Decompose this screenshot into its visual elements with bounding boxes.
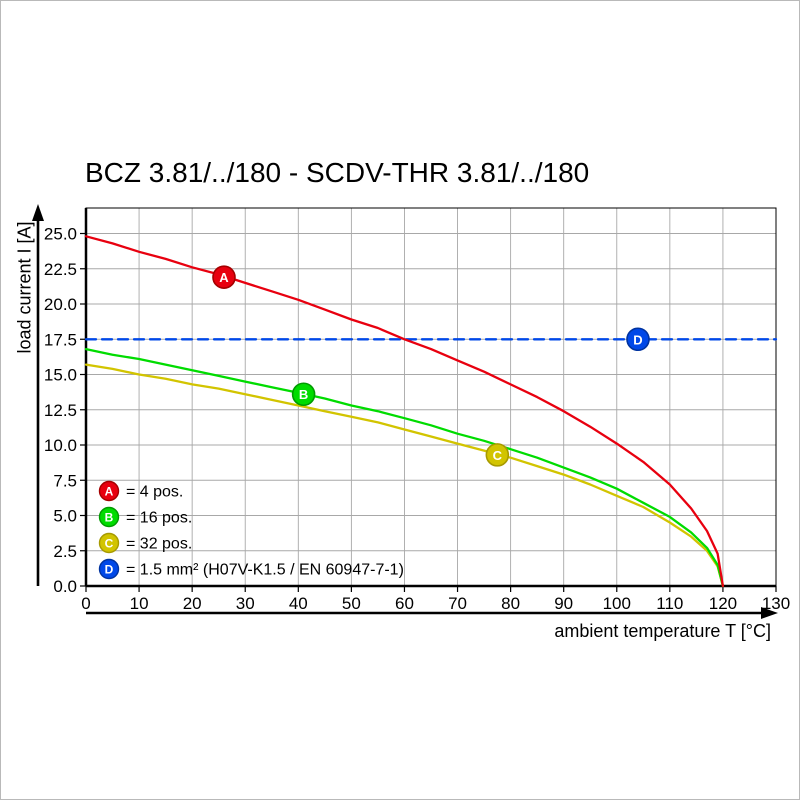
x-tick-label: 70 [448,594,467,613]
legend-marker-letter-B: B [105,511,114,525]
y-tick-label: 12.5 [44,401,77,420]
x-tick-label: 130 [762,594,790,613]
x-tick-label: 110 [656,594,683,613]
legend-item-D: D = 1.5 mm² (H07V-K1.5 / EN 60947-7-1) [98,558,404,580]
legend-item-A: A = 4 pos. [98,480,183,502]
legend-marker-letter-D: D [105,563,114,577]
x-tick-label: 100 [603,594,631,613]
curve-B [84,347,725,588]
x-tick-label: 10 [130,594,149,613]
plot-frame [85,207,777,587]
y-tick-label: 10.0 [44,436,77,455]
x-tick-label: 30 [236,594,255,613]
y-tick-label: 15.0 [44,366,77,385]
x-tick-label: 80 [501,594,520,613]
legend-item-C: C = 32 pos. [98,532,192,554]
x-tick-label: 90 [554,594,573,613]
x-axis-label: ambient temperature T [°C] [554,621,771,641]
y-tick-label: 22.5 [44,260,77,279]
marker-letter-A: A [219,270,229,285]
marker-D: D [626,327,650,352]
y-tick-label: 7.5 [53,471,77,490]
y-axis-arrow-head-icon [32,204,44,221]
marker-C: C [485,443,510,467]
x-tick-label: 0 [81,594,90,613]
y-tick-label: 25.0 [44,225,77,244]
marker-circle-C [485,443,510,467]
legend-marker-letter-A: A [105,485,114,499]
legend-label-A: = 4 pos. [126,484,183,501]
x-tick-label: 40 [289,594,308,613]
legend-label-D: = 1.5 mm² (H07V-K1.5 / EN 60947-7-1) [126,562,404,579]
marker-letter-B: B [299,387,308,402]
marker-circle-B [291,382,316,407]
legend-marker-letter-C: C [105,537,114,551]
y-tick-label: 17.5 [44,330,77,349]
x-axis-arrow-head-icon [761,607,778,619]
legend-item-B: B = 16 pos. [98,506,192,528]
y-tick-label: 0.0 [53,577,77,596]
legend-marker-C-icon [98,532,120,554]
marker-letter-C: C [493,448,503,463]
y-tick-label: 2.5 [53,542,77,561]
y-tick-label: 20.0 [44,295,77,314]
legend-marker-A-icon [98,480,120,502]
legend-marker-D-icon [98,558,120,580]
legend-label-C: = 32 pos. [126,536,192,553]
marker-letter-D: D [633,332,642,347]
marker-circle-D [626,327,650,352]
x-tick-label: 120 [709,594,737,613]
marker-B: B [291,382,316,407]
x-tick-label: 50 [342,594,361,613]
curve-A [84,235,725,588]
chart-title: BCZ 3.81/../180 - SCDV-THR 3.81/../180 [85,157,590,188]
x-tick-label: 60 [395,594,414,613]
x-tick-label: 20 [183,594,202,613]
legend-marker-B-icon [98,506,120,528]
y-tick-label: 5.0 [53,507,77,526]
curve-C [84,363,725,588]
marker-A: A [212,265,236,290]
marker-circle-A [212,265,236,290]
legend-label-B: = 16 pos. [126,510,192,527]
